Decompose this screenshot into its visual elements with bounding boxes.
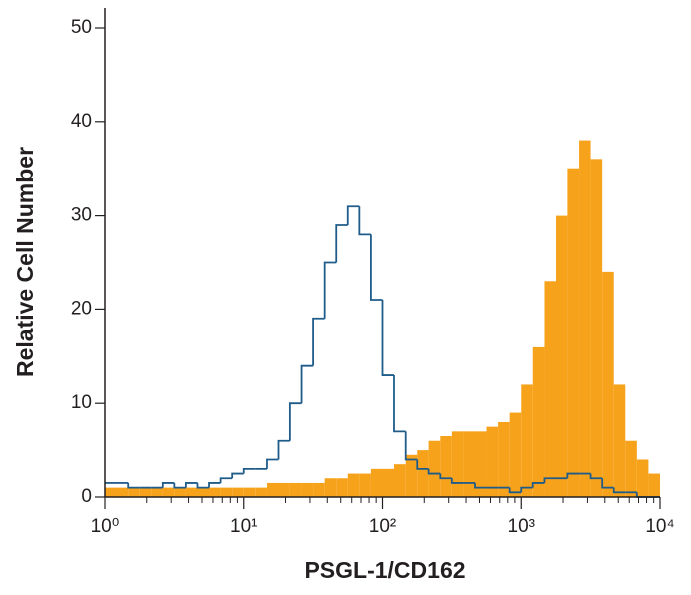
histogram-step bbox=[219, 477, 233, 483]
histogram-step bbox=[242, 467, 256, 474]
histogram-step bbox=[439, 473, 452, 480]
y-tick-label: 0 bbox=[81, 486, 92, 507]
histogram-bar bbox=[405, 454, 418, 497]
x-tick-label: 10² bbox=[369, 516, 396, 537]
y-axis-title: Relative Cell Number bbox=[12, 147, 38, 377]
histogram-bar bbox=[278, 482, 290, 497]
histogram-step bbox=[370, 234, 383, 301]
histogram-bar bbox=[440, 436, 452, 497]
histogram-step bbox=[612, 487, 626, 494]
histogram-bar bbox=[324, 478, 337, 497]
histogram-bar bbox=[185, 487, 198, 497]
histogram-step bbox=[427, 468, 441, 475]
histogram-bar bbox=[382, 468, 394, 497]
histogram-step bbox=[288, 402, 302, 441]
histogram-bar bbox=[451, 431, 464, 497]
histogram-bar bbox=[428, 440, 441, 497]
histogram-step bbox=[173, 482, 186, 489]
histogram-bar bbox=[532, 346, 545, 497]
histogram-step bbox=[531, 482, 545, 488]
histogram-bar bbox=[648, 473, 660, 497]
histogram-bar bbox=[602, 271, 614, 497]
histogram-bar bbox=[255, 487, 267, 497]
histogram-bar bbox=[544, 281, 556, 497]
y-tick-label: 30 bbox=[71, 205, 92, 226]
histogram-bar bbox=[625, 440, 637, 497]
histogram-bar bbox=[521, 384, 533, 497]
histogram-step bbox=[508, 487, 522, 494]
histogram-bar bbox=[220, 487, 233, 497]
histogram-step bbox=[266, 458, 279, 469]
histogram-bar bbox=[197, 487, 210, 497]
histogram-step bbox=[231, 472, 244, 479]
histogram-step bbox=[300, 364, 314, 404]
histogram-step bbox=[381, 300, 394, 376]
histogram-bar bbox=[474, 431, 487, 497]
histogram-bar bbox=[417, 450, 429, 497]
histogram-bar bbox=[555, 215, 568, 497]
histogram-step bbox=[208, 482, 221, 488]
histogram-step bbox=[566, 472, 580, 479]
histogram-step bbox=[393, 375, 406, 433]
histogram-bar bbox=[266, 482, 279, 497]
histogram-bar bbox=[509, 412, 522, 497]
histogram-bar bbox=[209, 487, 221, 497]
x-tick-label: 10³ bbox=[508, 516, 535, 537]
histogram-bar bbox=[313, 482, 325, 497]
histogram-bar bbox=[243, 487, 256, 497]
histogram-bar bbox=[336, 478, 348, 497]
y-tick-label: 20 bbox=[71, 298, 92, 319]
histogram-step bbox=[474, 482, 487, 489]
histogram-bar bbox=[567, 168, 580, 497]
histogram-bar bbox=[128, 487, 140, 497]
histogram-bar bbox=[232, 487, 244, 497]
histogram-bar bbox=[590, 159, 603, 497]
histogram-bar bbox=[151, 487, 163, 497]
histogram-step bbox=[127, 482, 140, 489]
histogram-step bbox=[543, 477, 556, 483]
histogram-step bbox=[416, 459, 429, 470]
histogram-step bbox=[520, 486, 533, 493]
histogram-step bbox=[358, 206, 371, 236]
histogram-bar bbox=[301, 482, 314, 497]
y-tick-label: 50 bbox=[71, 17, 92, 38]
histogram-step bbox=[277, 439, 290, 460]
histogram-bar bbox=[174, 487, 186, 497]
histogram-bar bbox=[486, 426, 499, 497]
histogram-bar bbox=[393, 464, 406, 497]
histogram-bar bbox=[105, 487, 117, 497]
x-axis-title: PSGL-1/CD162 bbox=[304, 557, 465, 583]
histogram-step bbox=[404, 431, 418, 461]
histogram-bar bbox=[463, 431, 475, 497]
histogram-step bbox=[335, 224, 348, 263]
histogram-bar bbox=[289, 482, 302, 497]
y-tick-label: 10 bbox=[71, 392, 92, 413]
histogram-bar bbox=[347, 473, 360, 497]
histogram-step bbox=[185, 482, 198, 488]
histogram-bar bbox=[636, 459, 649, 497]
histogram-bar bbox=[579, 140, 591, 497]
x-tick-label: 10¹ bbox=[230, 516, 257, 537]
histogram-bar bbox=[162, 487, 175, 497]
histogram-step bbox=[323, 261, 337, 319]
y-tick-label: 40 bbox=[71, 111, 92, 132]
histogram-step bbox=[346, 205, 360, 225]
histogram-bar bbox=[613, 384, 626, 497]
histogram-bar bbox=[370, 468, 383, 497]
histogram-step bbox=[450, 478, 464, 484]
histogram-step bbox=[312, 317, 325, 366]
histogram-bar bbox=[498, 421, 510, 497]
histogram-bar bbox=[116, 487, 129, 497]
histogram-step bbox=[589, 473, 603, 480]
histogram-bar bbox=[139, 487, 152, 497]
histogram-step bbox=[601, 478, 614, 489]
histogram-bar bbox=[359, 473, 371, 497]
x-tick-label: 10⁰ bbox=[91, 516, 120, 537]
histogram-step bbox=[161, 482, 175, 488]
x-tick-label: 10⁴ bbox=[645, 516, 674, 537]
histogram-step bbox=[196, 482, 210, 489]
